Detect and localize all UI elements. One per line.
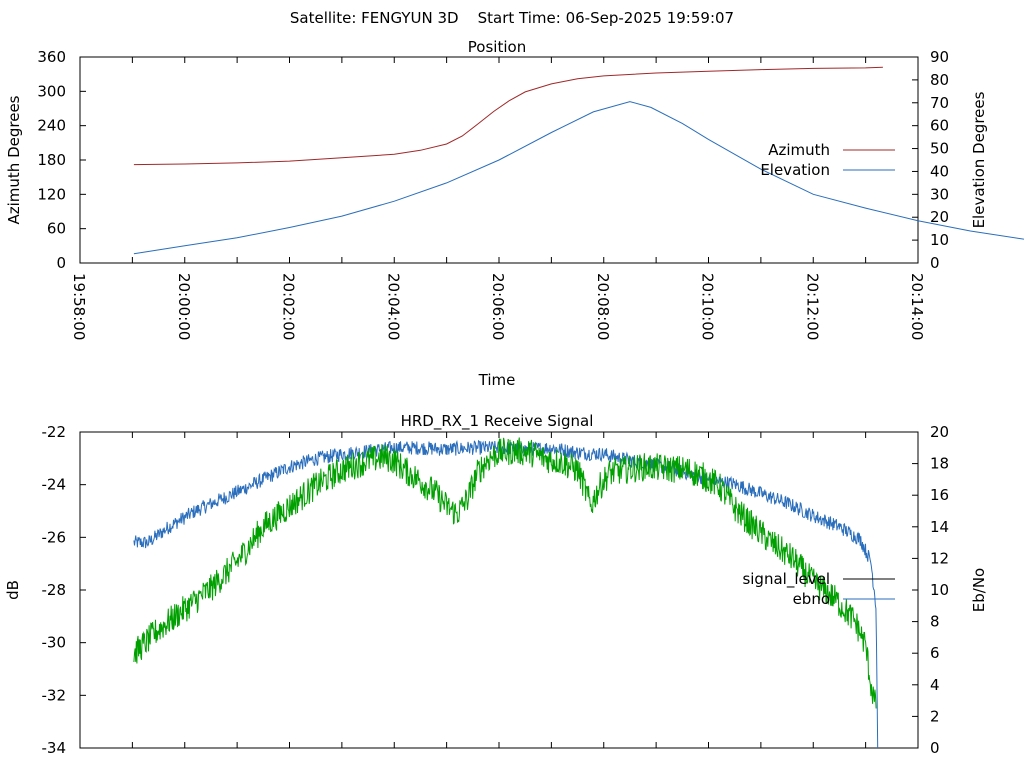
y2-tick-label: 70 — [930, 94, 949, 112]
y2-tick-label: 14 — [930, 518, 949, 536]
y2-tick-label: 16 — [930, 486, 949, 504]
y-tick-label: -34 — [42, 739, 67, 757]
y2-tick-label: 0 — [930, 254, 940, 272]
series-line-Elevation — [133, 101, 1024, 255]
y2-tick-label: 20 — [930, 423, 949, 441]
y-tick-label: -22 — [42, 423, 67, 441]
series-line-ebno — [133, 439, 879, 749]
position-x-axis-label: Time — [478, 371, 516, 389]
series-line-Azimuth — [133, 66, 883, 166]
figure-title: Satellite: FENGYUN 3D Start Time: 06-Sep… — [290, 9, 734, 27]
x-tick-label: 19:58:00 — [70, 273, 88, 340]
y2-tick-label: 20 — [930, 208, 949, 226]
legend-label: Elevation — [760, 161, 830, 179]
x-tick-label: 20:04:00 — [384, 273, 402, 340]
x-tick-label: 20:00:00 — [175, 273, 193, 340]
y2-tick-label: 10 — [930, 231, 949, 249]
y-tick-label: 60 — [47, 220, 66, 238]
legend-label: signal_level — [742, 570, 830, 589]
receive-signal-y-axis-label: dB — [4, 580, 22, 600]
y-tick-label: 240 — [37, 117, 66, 135]
y2-tick-label: 8 — [930, 613, 940, 631]
y2-tick-label: 6 — [930, 644, 940, 662]
y2-tick-label: 18 — [930, 455, 949, 473]
y-tick-label: -24 — [42, 476, 67, 494]
legend-label: ebno — [793, 590, 830, 608]
y2-tick-label: 2 — [930, 707, 940, 725]
position-y-axis-label: Azimuth Degrees — [5, 95, 23, 224]
y2-tick-label: 12 — [930, 549, 949, 567]
y-tick-label: 120 — [37, 185, 66, 203]
y-tick-label: -32 — [42, 686, 67, 704]
x-tick-label: 20:12:00 — [803, 273, 821, 340]
x-tick-label: 20:02:00 — [280, 273, 298, 340]
y2-tick-label: 10 — [930, 581, 949, 599]
y2-tick-label: 4 — [930, 676, 940, 694]
y-tick-label: -30 — [42, 634, 67, 652]
y-tick-label: 360 — [37, 48, 66, 66]
legend-label: Azimuth — [768, 141, 830, 159]
y2-tick-label: 40 — [930, 162, 949, 180]
position-chart-title: Position — [468, 38, 526, 56]
x-tick-label: 20:14:00 — [908, 273, 926, 340]
y-tick-label: -26 — [42, 528, 67, 546]
y2-tick-label: 50 — [930, 140, 949, 158]
y2-tick-label: 0 — [930, 739, 940, 757]
series-line-trace — [133, 437, 877, 709]
receive-signal-chart-title: HRD_RX_1 Receive Signal — [401, 412, 594, 431]
y-tick-label: -28 — [42, 581, 67, 599]
y2-tick-label: 30 — [930, 185, 949, 203]
y2-tick-label: 80 — [930, 71, 949, 89]
y-tick-label: 180 — [37, 151, 66, 169]
x-tick-label: 20:06:00 — [489, 273, 507, 340]
y-tick-label: 300 — [37, 82, 66, 100]
x-tick-label: 20:10:00 — [699, 273, 717, 340]
x-tick-label: 20:08:00 — [594, 273, 612, 340]
y-tick-label: 0 — [56, 254, 66, 272]
y2-tick-label: 60 — [930, 117, 949, 135]
receive-signal-chart: HRD_RX_1 Receive Signal dB Eb/No -22 -24 -… — [4, 412, 988, 757]
y2-tick-label: 90 — [930, 48, 949, 66]
receive-signal-y2-axis-label: Eb/No — [970, 568, 988, 612]
position-y2-axis-label: Elevation Degrees — [970, 91, 988, 228]
position-chart: Position Time Azimuth Degrees Elevation … — [5, 38, 1024, 389]
